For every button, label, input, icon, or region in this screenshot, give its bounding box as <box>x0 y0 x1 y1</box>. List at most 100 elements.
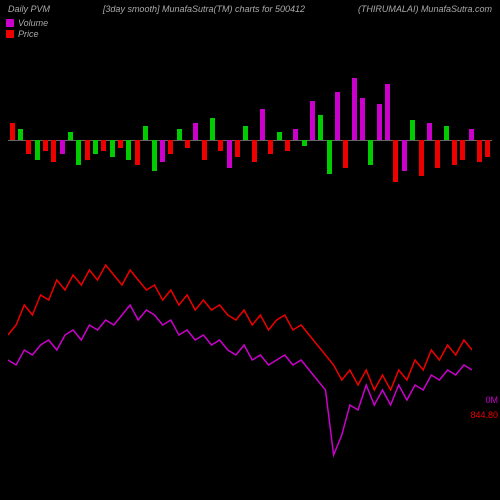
bar-slot <box>292 70 300 210</box>
bar-slot <box>417 70 425 210</box>
volume-bar <box>68 132 73 140</box>
volume-bar <box>43 140 48 151</box>
bar-slot <box>150 70 158 210</box>
volume-bar <box>177 129 182 140</box>
volume-bar <box>352 78 357 140</box>
bar-slot <box>108 70 116 210</box>
bar-slot <box>467 70 475 210</box>
bar-slot <box>8 70 16 210</box>
volume-bar <box>452 140 457 165</box>
volume-bar <box>368 140 373 165</box>
bar-slot <box>233 70 241 210</box>
bar-slot <box>425 70 433 210</box>
bar-slot <box>41 70 49 210</box>
bar-slot <box>133 70 141 210</box>
volume-bar <box>126 140 131 160</box>
volume-bar <box>260 109 265 140</box>
bar-slot <box>225 70 233 210</box>
bar-slot <box>142 70 150 210</box>
bar-slot <box>183 70 191 210</box>
bar-slot <box>267 70 275 210</box>
bar-slot <box>450 70 458 210</box>
volume-bar <box>485 140 490 157</box>
volume-bar <box>293 129 298 140</box>
bar-slot <box>392 70 400 210</box>
bar-slot <box>217 70 225 210</box>
volume-bar <box>419 140 424 176</box>
bar-slot <box>175 70 183 210</box>
bar-slot <box>83 70 91 210</box>
bar-slot <box>50 70 58 210</box>
line-chart-svg <box>8 230 472 480</box>
bar-slot <box>125 70 133 210</box>
bar-slot <box>75 70 83 210</box>
volume-bar <box>110 140 115 157</box>
bar-slot <box>475 70 483 210</box>
bar-slot <box>484 70 492 210</box>
volume-bar <box>76 140 81 165</box>
bar-slot <box>242 70 250 210</box>
legend-swatch-volume <box>6 19 14 27</box>
bar-slot <box>116 70 124 210</box>
volume-bar <box>160 140 165 162</box>
volume-bar <box>18 129 23 140</box>
bar-slot <box>200 70 208 210</box>
volume-bar <box>435 140 440 168</box>
bar-slot <box>258 70 266 210</box>
volume-bar <box>35 140 40 160</box>
bar-slot <box>158 70 166 210</box>
bar-slot <box>375 70 383 210</box>
volume-bar <box>327 140 332 174</box>
bar-slot <box>66 70 74 210</box>
legend-item-volume: Volume <box>6 18 48 28</box>
volume-bar <box>277 132 282 140</box>
bar-slot <box>409 70 417 210</box>
bar-slot <box>16 70 24 210</box>
volume-bar <box>410 120 415 140</box>
end-label-volume: 0M <box>485 395 498 405</box>
volume-bar <box>210 118 215 140</box>
volume-bar <box>460 140 465 160</box>
bar-slot <box>367 70 375 210</box>
volume-bar <box>444 126 449 140</box>
volume-bar <box>10 123 15 140</box>
bar-slot <box>442 70 450 210</box>
title-center: [3day smooth] MunafaSutra(TM) charts for… <box>103 4 305 14</box>
bar-slot <box>167 70 175 210</box>
end-label-price: 844.80 <box>470 410 498 420</box>
bar-slot <box>342 70 350 210</box>
bar-slot <box>250 70 258 210</box>
volume-bar <box>393 140 398 182</box>
bar-slot <box>91 70 99 210</box>
volume-bar <box>185 140 190 148</box>
volume-bar <box>26 140 31 154</box>
bar-slot <box>308 70 316 210</box>
volume-bar <box>93 140 98 154</box>
price-panel <box>8 230 472 480</box>
volume-panel <box>8 70 492 210</box>
volume-bar <box>302 140 307 146</box>
volume-bar <box>227 140 232 168</box>
bar-slot <box>400 70 408 210</box>
title-left: Daily PVM <box>8 4 50 14</box>
volume-bar <box>469 129 474 140</box>
bar-slot <box>275 70 283 210</box>
volume-bar <box>310 101 315 140</box>
bar-slot <box>58 70 66 210</box>
volume-bar <box>193 123 198 140</box>
volume-bar <box>427 123 432 140</box>
volume-bar <box>343 140 348 168</box>
legend-label-volume: Volume <box>18 18 48 28</box>
volume-bar <box>285 140 290 151</box>
chart-header: Daily PVM [3day smooth] MunafaSutra(TM) … <box>0 4 500 14</box>
volume-bar <box>477 140 482 162</box>
bar-slot <box>383 70 391 210</box>
bar-slot <box>350 70 358 210</box>
volume-bar <box>60 140 65 154</box>
bar-slot <box>325 70 333 210</box>
volume-bar <box>252 140 257 162</box>
legend-label-price: Price <box>18 29 39 39</box>
legend-swatch-price <box>6 30 14 38</box>
volume-bar <box>335 92 340 140</box>
volume-bar <box>235 140 240 157</box>
